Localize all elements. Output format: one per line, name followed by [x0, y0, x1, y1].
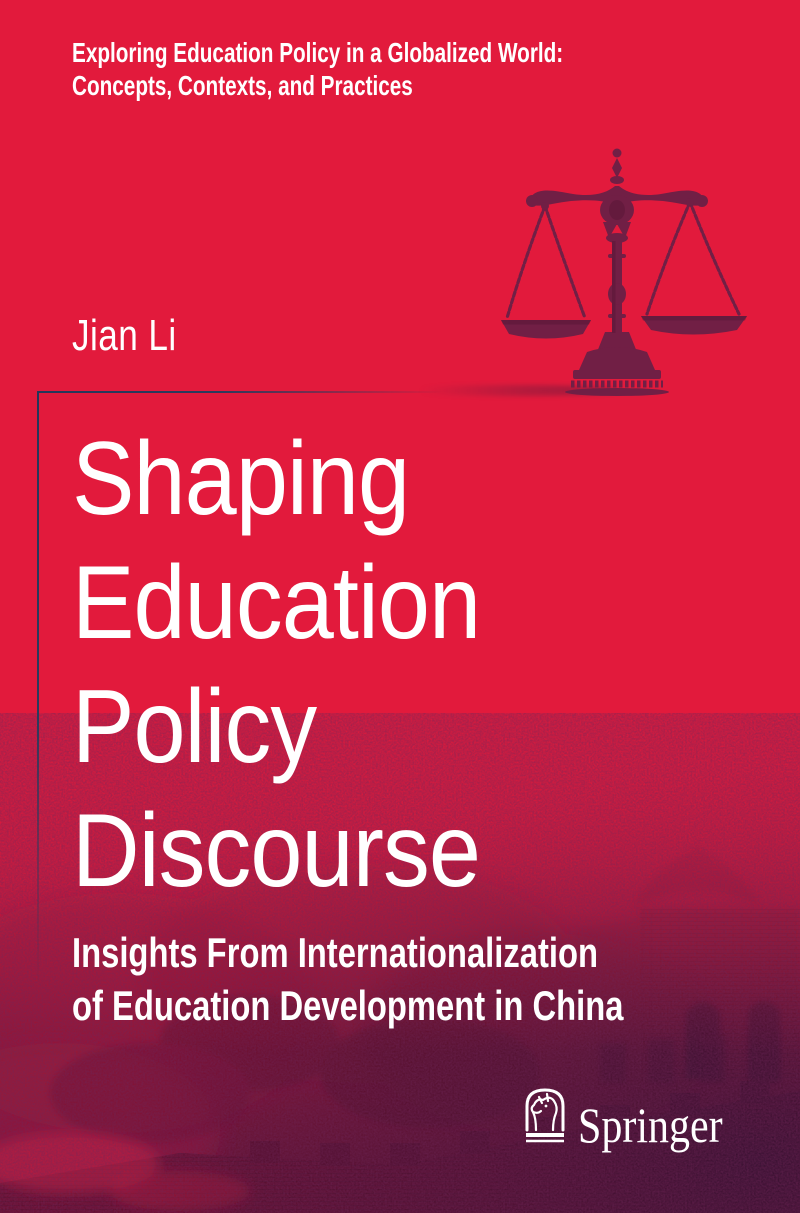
- great-wall-photo: [0, 713, 800, 1213]
- book-title: Shaping Education Policy Discourse: [72, 417, 481, 913]
- scales-of-justice-icon: [501, 148, 747, 396]
- book-subtitle: Insights From Internationalization of Ed…: [72, 926, 624, 1032]
- subtitle-line-2: of Education Development in China: [72, 982, 624, 1029]
- title-line-3: Policy: [72, 669, 317, 785]
- series-title-line1: Exploring Education Policy in a Globaliz…: [72, 37, 564, 68]
- corner-line-vertical: [37, 391, 39, 986]
- series-title: Exploring Education Policy in a Globaliz…: [72, 36, 563, 102]
- great-wall-photo-art: [0, 713, 800, 1213]
- title-line-1: Shaping: [72, 421, 410, 537]
- corner-line-horizontal: [37, 391, 442, 393]
- publisher-logo: Springer: [522, 1084, 723, 1150]
- title-line-2: Education: [72, 545, 481, 661]
- scales-shadow: [402, 385, 620, 396]
- springer-horse-icon: [525, 1088, 565, 1143]
- publisher-wordmark: Springer: [578, 1097, 723, 1153]
- series-title-line2: Concepts, Contexts, and Practices: [72, 70, 413, 101]
- subtitle-line-1: Insights From Internationalization: [72, 929, 599, 976]
- author-name: Jian Li: [72, 311, 177, 360]
- title-line-4: Discourse: [72, 793, 481, 909]
